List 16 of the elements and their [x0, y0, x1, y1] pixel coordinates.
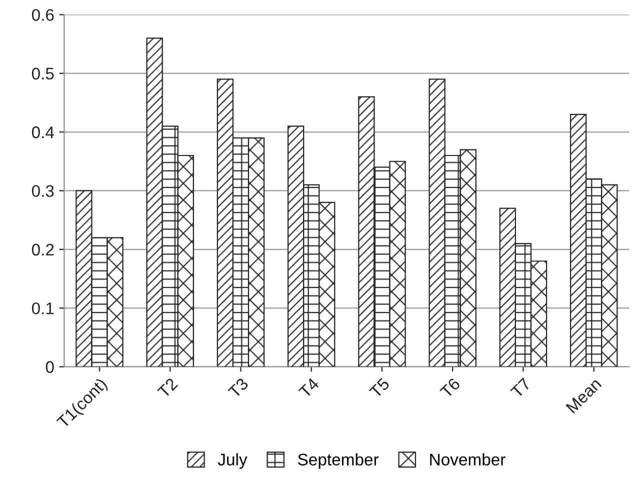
x-tick-label: T5 — [368, 377, 390, 399]
y-tick-label: 0.1 — [32, 302, 54, 314]
y-tick-label: 0.5 — [32, 68, 54, 80]
x-tick-label: T4 — [298, 377, 320, 398]
x-tick-label: T7 — [510, 377, 532, 398]
x-tick-label: T3 — [228, 377, 249, 399]
legend-label: July — [218, 453, 248, 469]
y-tick-label: 0.6 — [32, 9, 54, 21]
y-tick-label: 0 — [46, 361, 54, 373]
y-tick-label: 0.4 — [32, 126, 54, 138]
x-tick-label: T6 — [439, 377, 461, 399]
y-tick-label: 0.2 — [32, 244, 54, 256]
legend-label: September — [298, 453, 379, 469]
x-tick-label: T2 — [156, 377, 178, 398]
legend-label: November — [430, 453, 506, 466]
y-tick-label: 0.3 — [32, 185, 54, 197]
